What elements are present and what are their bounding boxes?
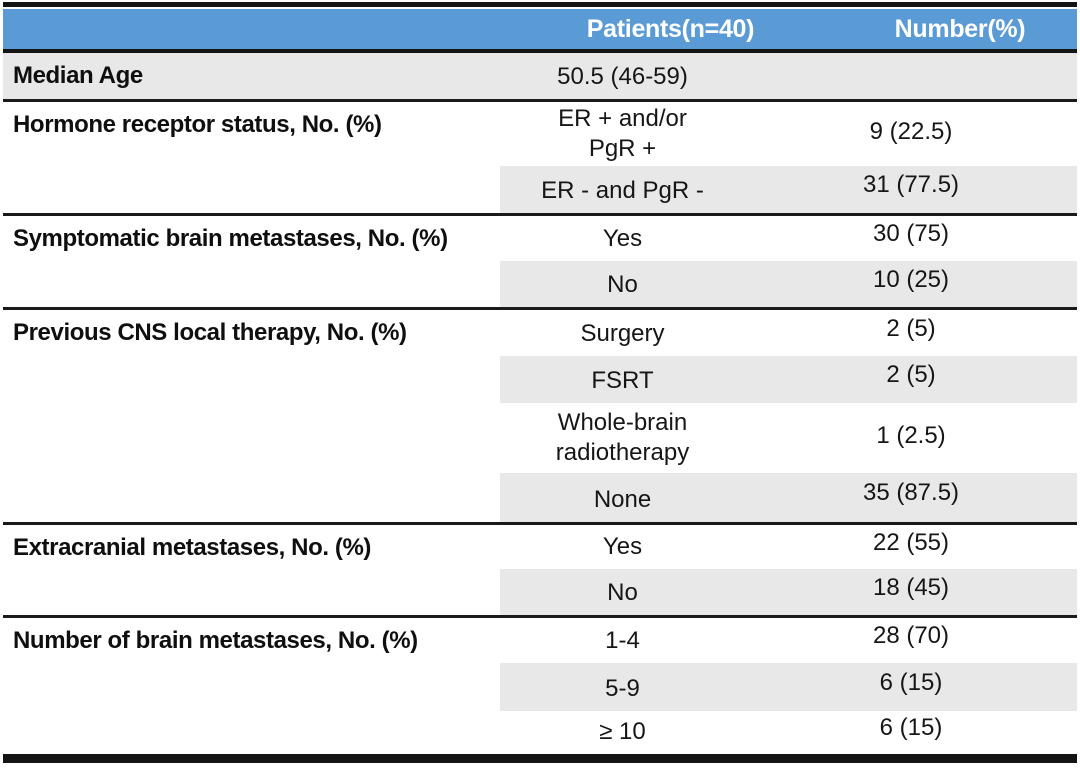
patients-cell: ER - and PgR - <box>500 166 745 213</box>
table-row: ER - and PgR - 31 (77.5) <box>3 166 1077 213</box>
number-cell: 28 (70) <box>872 622 950 649</box>
table-row: Symptomatic brain metastases, No. (%) Ye… <box>3 216 1077 261</box>
table-row: None 35 (87.5) <box>3 473 1077 522</box>
table-top-rule <box>3 2 1077 7</box>
row-label: Previous CNS local therapy, No. (%) <box>13 319 407 346</box>
section-separator <box>3 522 1077 525</box>
table-row: Previous CNS local therapy, No. (%) Surg… <box>3 310 1077 356</box>
section-hormone-receptor-status: Hormone receptor status, No. (%) ER + an… <box>3 102 1077 213</box>
row-label-empty <box>3 663 500 711</box>
number-cell: 35 (87.5) <box>745 473 1077 522</box>
table-row: ≥ 10 6 (15) <box>3 711 1077 754</box>
row-label-empty <box>3 261 500 307</box>
patients-cell: No <box>500 261 745 307</box>
patients-cell: FSRT <box>500 356 745 403</box>
number-cell: 2 (5) <box>886 314 936 342</box>
table-row: No 10 (25) <box>3 261 1077 307</box>
header-patients-column: Patients(n=40) <box>586 14 755 43</box>
row-label: Median Age <box>13 62 143 89</box>
table-bottom-rule <box>3 754 1077 763</box>
table-row: 5-9 6 (15) <box>3 663 1077 711</box>
patients-cell: 5-9 <box>500 663 745 711</box>
number-cell: 22 (55) <box>872 528 950 556</box>
row-label-empty <box>3 473 500 522</box>
section-separator <box>3 99 1077 102</box>
section-median-age: Median Age 50.5 (46-59) <box>3 53 1077 99</box>
row-label-empty <box>3 403 500 473</box>
patients-cell: None <box>500 473 745 522</box>
patients-cell: ≥ 10 <box>599 718 646 745</box>
patients-cell: No <box>500 569 745 615</box>
row-label: Symptomatic brain metastases, No. (%) <box>13 225 448 252</box>
section-separator <box>3 615 1077 618</box>
number-cell: 6 (15) <box>745 663 1077 711</box>
number-cell: 6 (15) <box>879 714 943 741</box>
table-row: Number of brain metastases, No. (%) 1-4 … <box>3 618 1077 663</box>
row-label-empty <box>3 356 500 403</box>
header-number-column: Number(%) <box>894 14 1026 43</box>
patients-cell: 1-4 <box>605 627 640 654</box>
section-symptomatic-brain-metastases: Symptomatic brain metastases, No. (%) Ye… <box>3 216 1077 307</box>
row-label-empty <box>3 166 500 213</box>
number-cell: 2 (5) <box>745 356 1077 403</box>
patients-cell: Yes <box>602 225 643 252</box>
table-row: Whole-brain radiotherapy 1 (2.5) <box>3 403 1077 473</box>
section-previous-cns-local-therapy: Previous CNS local therapy, No. (%) Surg… <box>3 310 1077 522</box>
number-cell: 9 (22.5) <box>869 118 953 145</box>
number-cell: 30 (75) <box>872 220 950 247</box>
row-label: Number of brain metastases, No. (%) <box>13 627 418 654</box>
table-header-row: Patients(n=40) Number(%) <box>3 9 1077 49</box>
patients-cell: 50.5 (46-59) <box>557 63 688 90</box>
number-cell: 18 (45) <box>745 569 1077 615</box>
section-number-of-brain-metastases: Number of brain metastases, No. (%) 1-4 … <box>3 618 1077 754</box>
table-row: Extracranial metastases, No. (%) Yes 22 … <box>3 525 1077 569</box>
patients-cell: Surgery <box>580 320 665 347</box>
table-row: FSRT 2 (5) <box>3 356 1077 403</box>
table-row: Median Age 50.5 (46-59) <box>3 53 1077 99</box>
patients-cell: ER + and/or PgR + <box>558 105 687 162</box>
number-cell: 31 (77.5) <box>745 166 1077 213</box>
patients-cell: Whole-brain radiotherapy <box>555 409 690 466</box>
row-label: Hormone receptor status, No. (%) <box>13 111 382 138</box>
section-separator <box>3 213 1077 216</box>
number-cell <box>745 53 1077 99</box>
row-label-empty <box>3 711 500 754</box>
patients-cell: Yes <box>602 533 643 560</box>
number-cell: 1 (2.5) <box>876 422 946 449</box>
table-row: No 18 (45) <box>3 569 1077 615</box>
section-separator <box>3 307 1077 310</box>
section-extracranial-metastases: Extracranial metastases, No. (%) Yes 22 … <box>3 525 1077 615</box>
row-label-empty <box>3 569 500 615</box>
number-cell: 10 (25) <box>745 261 1077 307</box>
header-bottom-rule <box>3 49 1077 53</box>
table-row: Hormone receptor status, No. (%) ER + an… <box>3 102 1077 166</box>
row-label: Extracranial metastases, No. (%) <box>13 534 372 561</box>
